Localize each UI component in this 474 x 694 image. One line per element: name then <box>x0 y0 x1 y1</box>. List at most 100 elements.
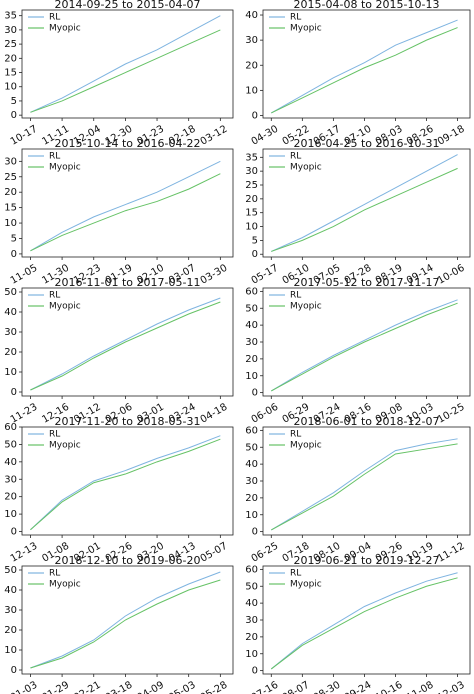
y-tick-label: 0 <box>252 110 258 121</box>
chart-title: 2017-05-12 to 2017-11-17 <box>294 276 440 289</box>
y-tick-label: 25 <box>4 172 17 183</box>
y-tick-label: 50 <box>4 439 17 450</box>
x-tick-label: 03-18 <box>104 680 135 694</box>
y-tick-label: 0 <box>252 249 258 260</box>
y-tick-label: 15 <box>4 203 17 214</box>
y-tick-label: 20 <box>245 354 258 365</box>
x-tick-label: 02-21 <box>72 680 103 694</box>
y-tick-label: 10 <box>245 510 258 521</box>
series-line <box>30 579 221 669</box>
y-tick-label: 50 <box>4 287 17 298</box>
plot-frame <box>21 9 234 119</box>
y-tick-label: 10 <box>245 371 258 382</box>
x-tick-label: 08-30 <box>312 680 343 694</box>
series-line <box>271 302 458 392</box>
y-tick-label: 20 <box>245 632 258 643</box>
y-tick-label: 30 <box>245 35 258 46</box>
legend-label: RL <box>290 430 301 440</box>
series-line <box>271 299 458 392</box>
x-tick-label: 03-30 <box>199 263 230 287</box>
series-line <box>30 173 221 252</box>
y-tick-label: 40 <box>245 459 258 470</box>
x-tick-label: 11-05 <box>9 263 40 287</box>
y-tick-label: 20 <box>4 625 17 636</box>
y-tick-label: 30 <box>4 605 17 616</box>
chart-title: 2018-12-10 to 2019-06-20 <box>55 554 201 567</box>
y-tick-label: 0 <box>252 527 258 538</box>
legend-label: Myopic <box>49 163 81 173</box>
y-tick-label: 15 <box>245 208 258 219</box>
legend-label: Myopic <box>290 163 322 173</box>
y-tick-label: 50 <box>4 565 17 576</box>
legend-label: RL <box>49 569 60 579</box>
y-tick-label: 40 <box>4 307 17 318</box>
legend-label: RL <box>290 13 301 23</box>
x-tick-label: 05-28 <box>199 680 230 694</box>
x-tick-label: 10-17 <box>9 124 40 148</box>
x-tick-label: 04-30 <box>250 124 281 148</box>
x-tick-label: 04-18 <box>199 402 230 426</box>
y-tick-label: 20 <box>4 492 17 503</box>
y-tick-label: 30 <box>245 337 258 348</box>
legend-label: RL <box>290 291 301 301</box>
series-line <box>30 571 221 669</box>
x-tick-label: 10-06 <box>436 263 467 287</box>
y-tick-label: 5 <box>11 233 17 244</box>
y-tick-label: 50 <box>245 581 258 592</box>
y-tick-label: 25 <box>4 39 17 50</box>
y-tick-label: 20 <box>4 53 17 64</box>
legend-label: RL <box>290 152 301 162</box>
x-tick-label: 03-12 <box>199 124 230 148</box>
x-tick-label: 01-29 <box>40 680 71 694</box>
legend-label: Myopic <box>49 580 81 590</box>
legend-label: RL <box>49 430 60 440</box>
legend-label: Myopic <box>290 441 322 451</box>
plot-frame <box>262 9 471 119</box>
legend-label: Myopic <box>49 441 81 451</box>
legend-label: Myopic <box>290 580 322 590</box>
chart-title: 2019-06-21 to 2019-12-27 <box>294 554 440 567</box>
series-line <box>30 438 221 531</box>
x-tick-label: 12-13 <box>9 541 40 565</box>
x-tick-label: 08-07 <box>281 680 312 694</box>
chart-title: 2016-11-01 to 2017-05-11 <box>55 276 201 289</box>
x-tick-label: 07-16 <box>250 680 281 694</box>
x-tick-label: 10-16 <box>374 680 405 694</box>
chart-title: 2016-04-25 to 2016-10-31 <box>294 137 440 150</box>
plot-frame <box>21 565 234 675</box>
x-tick-label: 06-25 <box>250 541 281 565</box>
series-line <box>271 154 458 252</box>
legend-label: Myopic <box>49 24 81 34</box>
y-tick-label: 40 <box>245 320 258 331</box>
y-tick-label: 10 <box>4 82 17 93</box>
x-tick-label: 10-25 <box>436 402 467 426</box>
series-line <box>30 15 221 113</box>
chart-title: 2015-04-08 to 2015-10-13 <box>294 0 440 11</box>
x-tick-label: 05-03 <box>167 680 198 694</box>
chart-title: 2015-10-14 to 2016-04-22 <box>55 137 201 150</box>
y-tick-label: 20 <box>245 493 258 504</box>
series-line <box>271 438 458 531</box>
series-line <box>271 27 458 114</box>
y-tick-label: 50 <box>245 303 258 314</box>
y-tick-label: 5 <box>252 235 258 246</box>
y-tick-label: 60 <box>245 286 258 297</box>
y-tick-label: 60 <box>245 425 258 436</box>
y-tick-label: 35 <box>4 11 17 22</box>
y-tick-label: 0 <box>11 249 17 260</box>
x-tick-label: 05-17 <box>250 263 281 287</box>
legend-label: Myopic <box>290 24 322 34</box>
y-tick-label: 60 <box>245 564 258 575</box>
legend-label: RL <box>49 152 60 162</box>
y-tick-label: 0 <box>252 388 258 399</box>
y-tick-label: 50 <box>245 442 258 453</box>
y-tick-label: 30 <box>4 156 17 167</box>
series-line <box>271 443 458 531</box>
y-tick-label: 0 <box>252 666 258 677</box>
y-tick-label: 40 <box>4 585 17 596</box>
y-tick-label: 30 <box>245 476 258 487</box>
y-tick-label: 40 <box>4 457 17 468</box>
y-tick-label: 25 <box>245 180 258 191</box>
y-tick-label: 10 <box>245 649 258 660</box>
